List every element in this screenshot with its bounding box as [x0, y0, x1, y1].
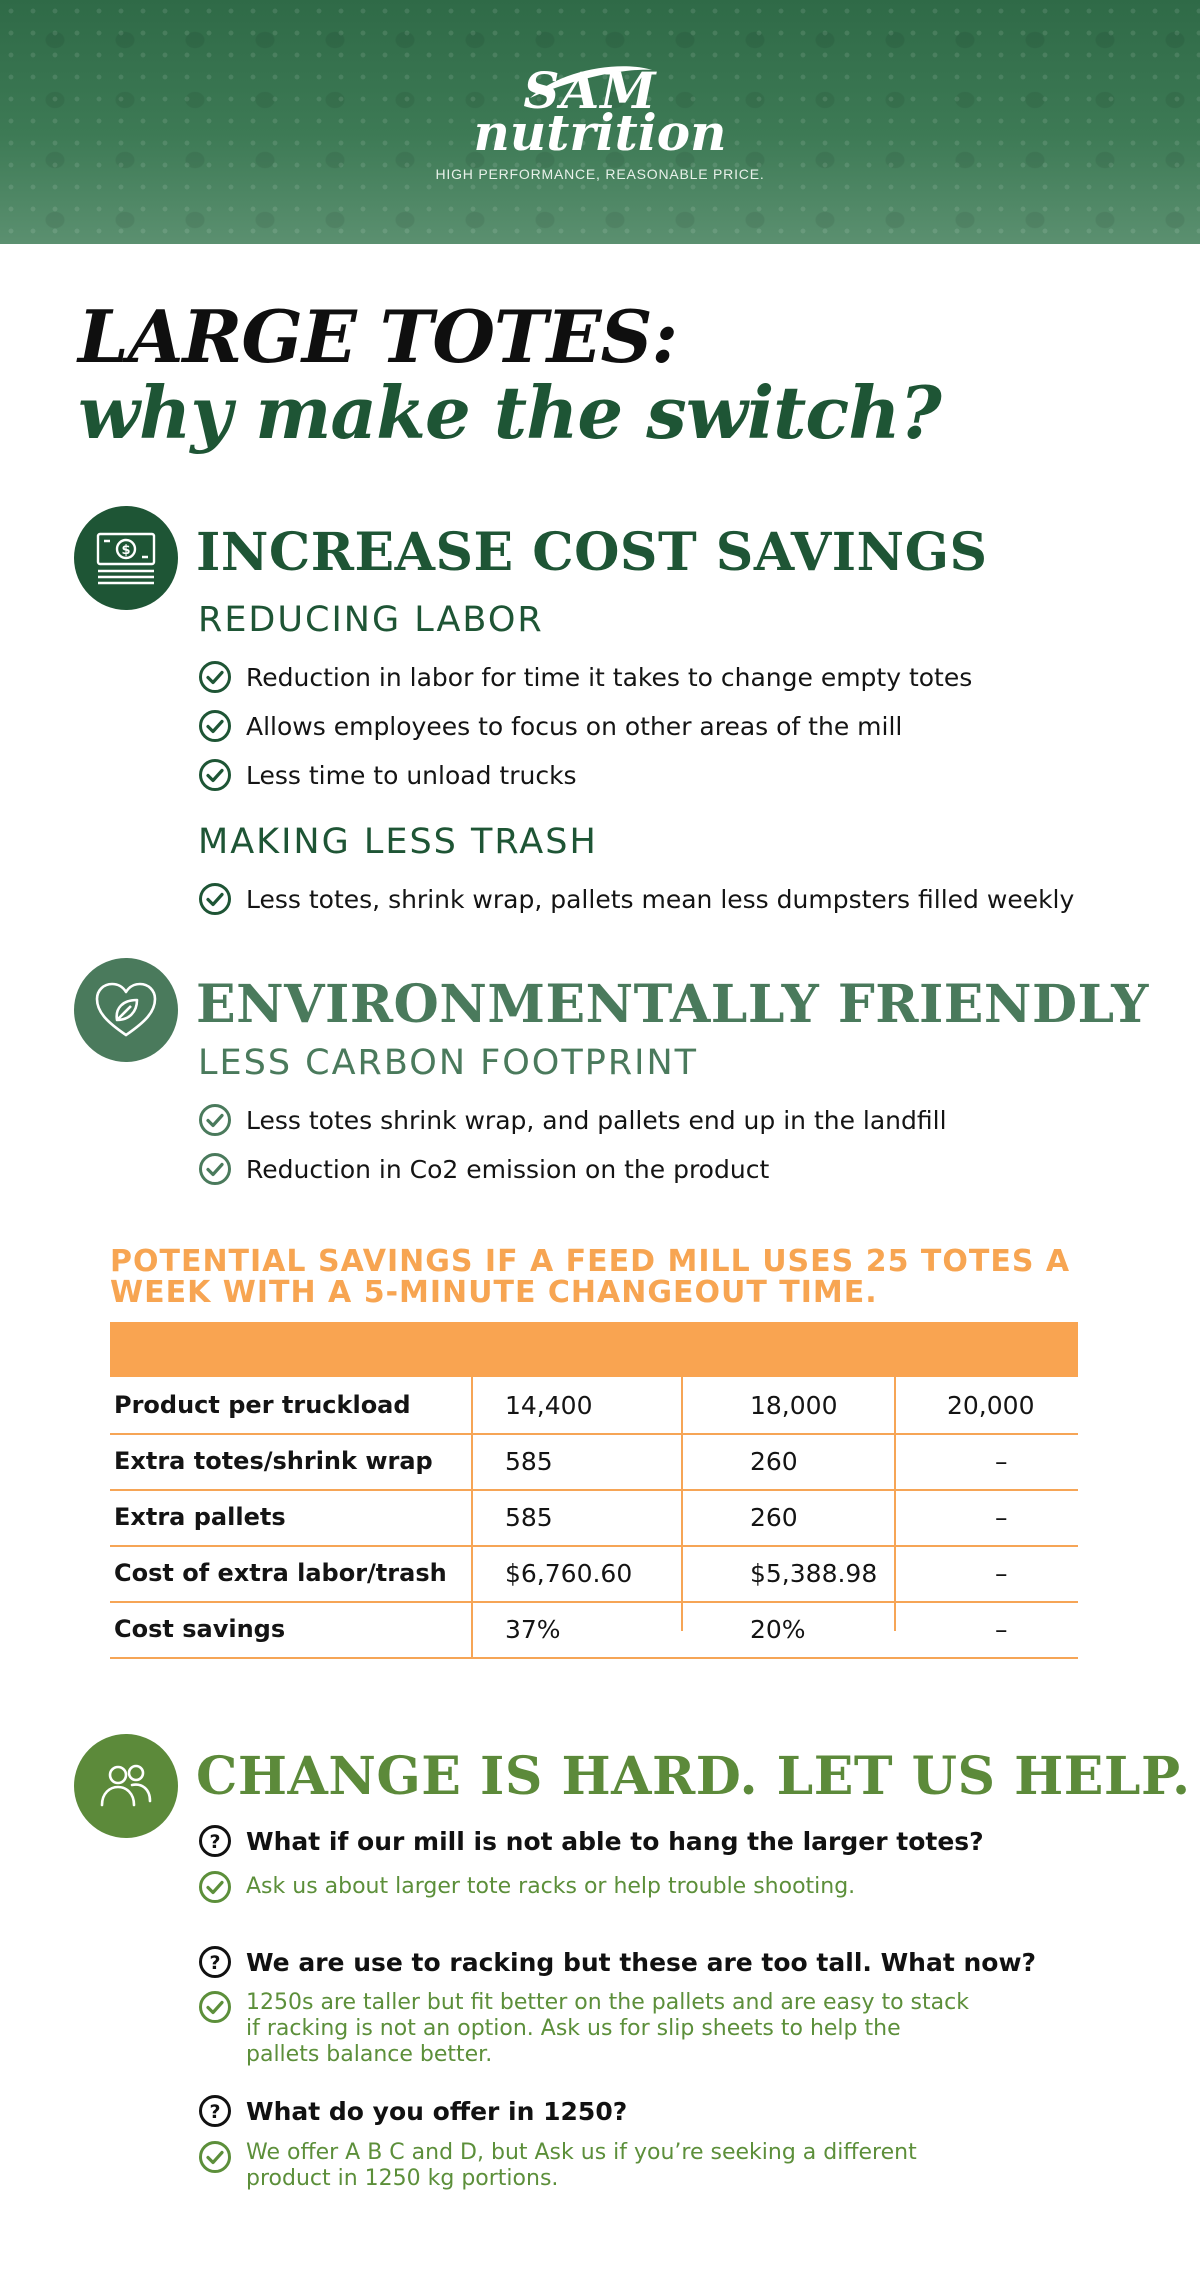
- table-cell: 20,000: [947, 1390, 1035, 1420]
- table-divider: [471, 1377, 473, 1659]
- svg-text:?: ?: [209, 2101, 220, 2123]
- table-row: Cost savings 37% 20% –: [110, 1601, 1078, 1659]
- section-cost-icon: $: [74, 506, 178, 610]
- check-circle-icon: [199, 1871, 231, 1903]
- savings-table-header: [110, 1322, 1078, 1377]
- faq-question: ? What if our mill is not able to hang t…: [198, 1824, 984, 1858]
- table-cell: $6,760.60: [505, 1558, 633, 1588]
- svg-text:?: ?: [209, 1831, 220, 1853]
- table-row-label: Cost of extra labor/trash: [114, 1559, 447, 1587]
- check-circle-icon: [199, 661, 231, 693]
- faq-answer-text: We offer A B C and D, but Ask us if you’…: [246, 2140, 917, 2191]
- table-row: Extra pallets 585 260 –: [110, 1489, 1078, 1547]
- section-env-subheading: LESS CARBON FOOTPRINT: [198, 1043, 699, 1083]
- logo-brand-bottom: nutrition: [473, 103, 727, 162]
- check-circle-icon: [199, 1991, 231, 2023]
- faq-question-text: What do you offer in 1250?: [246, 2096, 628, 2126]
- bullet-item: Less totes shrink wrap, and pallets end …: [198, 1103, 947, 1137]
- bullet-item: Reduction in labor for time it takes to …: [198, 660, 972, 694]
- savings-table-title: POTENTIAL SAVINGS IF A FEED MILL USES 25…: [110, 1244, 1071, 1310]
- table-divider: [894, 1377, 896, 1631]
- table-cell: 585: [505, 1446, 553, 1476]
- table-cell: –: [995, 1502, 1008, 1532]
- sam-nutrition-logo: SAM nutrition HIGH PERFORMANCE, REASONAB…: [0, 66, 1200, 183]
- logo-swoosh-icon: [530, 66, 652, 98]
- page-title-line2: why make the switch?: [78, 370, 942, 455]
- bullet-item: Reduction in Co2 emission on the product: [198, 1152, 769, 1186]
- logo-tagline: HIGH PERFORMANCE, REASONABLE PRICE.: [435, 166, 765, 182]
- table-row-label: Product per truckload: [114, 1391, 411, 1419]
- faq-answer: Ask us about larger tote racks or help t…: [198, 1870, 855, 1904]
- check-circle-icon: [199, 759, 231, 791]
- bullet-item: Less time to unload trucks: [198, 758, 577, 792]
- faq-question-text: We are use to racking but these are too …: [246, 1947, 1037, 1977]
- table-cell: –: [995, 1446, 1008, 1476]
- section-env-icon: [74, 958, 178, 1062]
- table-cell: –: [995, 1614, 1008, 1644]
- svg-text:$: $: [121, 543, 130, 558]
- faq-question: ? We are use to racking but these are to…: [198, 1945, 1036, 1979]
- check-circle-icon: [199, 710, 231, 742]
- check-circle-icon: [199, 883, 231, 915]
- people-icon: [100, 1764, 152, 1807]
- svg-text:?: ?: [209, 1952, 220, 1974]
- money-stack-icon: $: [96, 532, 156, 585]
- section-cost-heading: INCREASE COST SAVINGS: [196, 522, 988, 583]
- bullet-text: Less time to unload trucks: [246, 760, 577, 790]
- table-cell: –: [995, 1558, 1008, 1588]
- table-cell: 260: [750, 1446, 798, 1476]
- heart-leaf-icon: [95, 982, 157, 1037]
- bullet-item: Less totes, shrink wrap, pallets mean le…: [198, 882, 1074, 916]
- bullet-text: Less totes shrink wrap, and pallets end …: [246, 1105, 947, 1135]
- table-divider: [681, 1377, 683, 1631]
- faq-question: ? What do you offer in 1250?: [198, 2094, 627, 2128]
- faq-answer-text: Ask us about larger tote racks or help t…: [246, 1874, 856, 1899]
- page-title-line1: LARGE TOTES:: [78, 294, 678, 379]
- table-row-label: Extra totes/shrink wrap: [114, 1447, 433, 1475]
- faq-answer: 1250s are taller but fit better on the p…: [198, 1990, 969, 2068]
- bullet-text: Reduction in labor for time it takes to …: [246, 662, 973, 692]
- header-banner: SAM nutrition HIGH PERFORMANCE, REASONAB…: [0, 0, 1200, 244]
- header-dot-pattern: [0, 0, 1200, 244]
- table-cell: $5,388.98: [750, 1558, 878, 1588]
- table-row-label: Extra pallets: [114, 1503, 286, 1531]
- faq-answer-text: 1250s are taller but fit better on the p…: [246, 1990, 969, 2067]
- question-circle-icon: ?: [199, 1946, 231, 1978]
- table-cell: 585: [505, 1502, 553, 1532]
- bullet-text: Allows employees to focus on other areas…: [246, 711, 903, 741]
- header-hex-pattern: [0, 0, 1200, 244]
- table-cell: 18,000: [750, 1390, 838, 1420]
- question-circle-icon: ?: [199, 2095, 231, 2127]
- table-cell: 260: [750, 1502, 798, 1532]
- faq-answer: We offer A B C and D, but Ask us if you’…: [198, 2140, 917, 2192]
- bullet-item: Allows employees to focus on other areas…: [198, 709, 902, 743]
- table-row-label: Cost savings: [114, 1615, 286, 1643]
- bullet-text: Reduction in Co2 emission on the product: [246, 1154, 770, 1184]
- question-circle-icon: ?: [199, 1825, 231, 1857]
- check-circle-icon: [199, 2141, 231, 2173]
- section-help-heading: CHANGE IS HARD. LET US HELP.: [196, 1746, 1191, 1807]
- section-env-heading: ENVIRONMENTALLY FRIENDLY: [196, 974, 1149, 1035]
- table-cell: 20%: [750, 1614, 806, 1644]
- bullet-text: Less totes, shrink wrap, pallets mean le…: [246, 884, 1075, 914]
- table-row: Extra totes/shrink wrap 585 260 –: [110, 1433, 1078, 1491]
- check-circle-icon: [199, 1153, 231, 1185]
- section-cost-subheading-labor: REDUCING LABOR: [198, 600, 544, 640]
- table-cell: 37%: [505, 1614, 561, 1644]
- section-cost-subheading-trash: MAKING LESS TRASH: [198, 822, 598, 862]
- faq-question-text: What if our mill is not able to hang the…: [246, 1826, 984, 1856]
- table-cell: 14,400: [505, 1390, 593, 1420]
- section-help-icon: [74, 1734, 178, 1838]
- table-row: Product per truckload 14,400 18,000 20,0…: [110, 1377, 1078, 1435]
- table-row: Cost of extra labor/trash $6,760.60 $5,3…: [110, 1545, 1078, 1603]
- check-circle-icon: [199, 1104, 231, 1136]
